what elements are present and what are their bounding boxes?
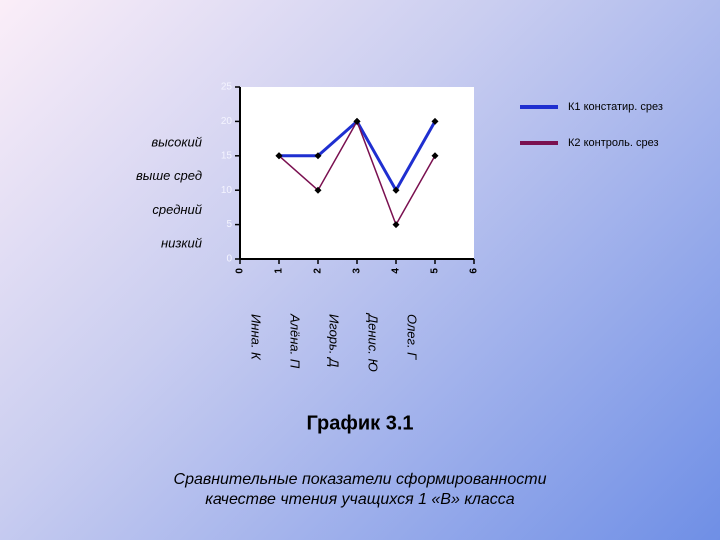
y-tick-label: 10 xyxy=(221,185,233,196)
y-tick-label: 20 xyxy=(221,116,233,127)
chart-title: График 3.1 xyxy=(306,412,413,434)
legend-label: К1 констатир. срез xyxy=(568,101,663,113)
point-marker xyxy=(314,186,322,194)
level-label: низкий xyxy=(161,236,202,251)
x-tick-label: 5 xyxy=(430,268,441,274)
x-tick-label: 3 xyxy=(352,268,363,274)
x-tick-label: 1 xyxy=(274,268,285,274)
x-tick-label: 0 xyxy=(235,268,246,274)
student-name: Олег. Г xyxy=(405,314,420,360)
point-marker xyxy=(392,221,400,229)
y-tick-label: 25 xyxy=(221,82,233,93)
y-tick-label: 0 xyxy=(226,254,232,265)
y-tick-label: 5 xyxy=(226,219,232,230)
level-label: выше сред xyxy=(136,168,202,183)
legend-label: К2 контроль. срез xyxy=(568,137,659,149)
point-marker xyxy=(431,152,439,160)
point-marker xyxy=(275,152,283,160)
point-marker xyxy=(392,186,400,194)
x-tick-label: 2 xyxy=(313,268,324,274)
point-marker xyxy=(353,117,361,125)
plot-area xyxy=(240,87,474,259)
x-tick-label: 6 xyxy=(469,268,480,274)
student-name: Денис. Ю xyxy=(366,312,381,372)
level-label: высокий xyxy=(151,134,202,149)
student-name: Игорь. Д xyxy=(327,314,342,367)
caption: качестве чтения учащихся 1 «В» класса xyxy=(205,491,515,508)
level-label: средний xyxy=(152,202,202,217)
student-name: Алёна. П xyxy=(288,313,303,369)
x-tick-label: 4 xyxy=(391,268,402,274)
point-marker xyxy=(431,117,439,125)
y-tick-label: 15 xyxy=(221,150,233,161)
caption: Сравнительные показатели сформированност… xyxy=(174,471,547,488)
point-marker xyxy=(314,152,322,160)
student-name: Инна. К xyxy=(249,314,264,361)
